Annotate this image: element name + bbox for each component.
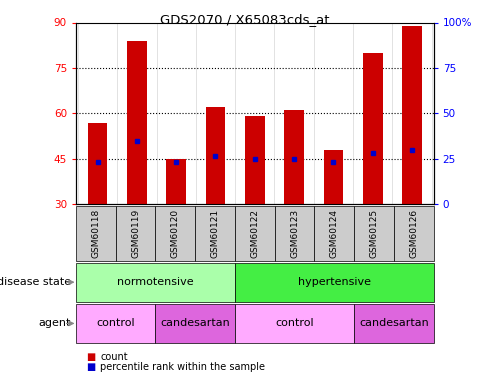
- Text: control: control: [275, 318, 314, 328]
- Bar: [127, 41, 147, 204]
- Text: GSM60119: GSM60119: [131, 209, 140, 258]
- Bar: [284, 110, 304, 204]
- Text: disease state: disease state: [0, 277, 71, 287]
- Text: normotensive: normotensive: [117, 277, 194, 287]
- Bar: [88, 123, 107, 204]
- Text: hypertensive: hypertensive: [298, 277, 371, 287]
- Text: percentile rank within the sample: percentile rank within the sample: [100, 362, 266, 372]
- Text: agent: agent: [39, 318, 71, 328]
- Text: GSM60126: GSM60126: [409, 209, 418, 258]
- Text: count: count: [100, 352, 128, 362]
- Bar: [323, 150, 343, 204]
- Text: ■: ■: [86, 352, 95, 362]
- Text: candesartan: candesartan: [160, 318, 230, 328]
- Bar: [363, 53, 383, 204]
- Text: GSM60120: GSM60120: [171, 209, 180, 258]
- Bar: [402, 26, 422, 204]
- Text: GSM60125: GSM60125: [369, 209, 379, 258]
- Text: GSM60118: GSM60118: [91, 209, 100, 258]
- Bar: [167, 159, 186, 204]
- Bar: [206, 107, 225, 204]
- Bar: [245, 117, 265, 204]
- Text: ■: ■: [86, 362, 95, 372]
- Text: GSM60121: GSM60121: [211, 209, 220, 258]
- Text: control: control: [97, 318, 135, 328]
- Text: GSM60123: GSM60123: [290, 209, 299, 258]
- Text: GSM60124: GSM60124: [330, 209, 339, 258]
- Text: GSM60122: GSM60122: [250, 209, 259, 258]
- Text: candesartan: candesartan: [359, 318, 429, 328]
- Text: GDS2070 / X65083cds_at: GDS2070 / X65083cds_at: [160, 13, 330, 26]
